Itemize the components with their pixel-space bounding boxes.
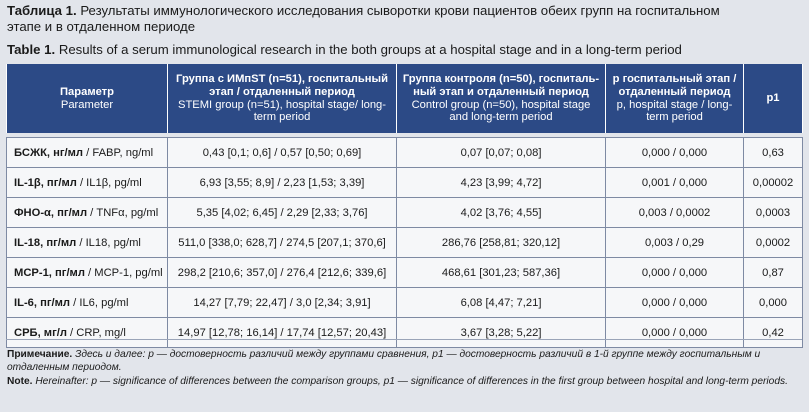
cell-stemi: 14,27 [7,79; 22,47] / 3,0 [2,34; 3,91] [167, 287, 397, 318]
cell-p: 0,003 / 0,29 [605, 227, 744, 258]
cell-control: 4,23 [3,99; 4,72] [396, 167, 606, 198]
cell-control: 3,67 [3,28; 5,22] [396, 317, 606, 348]
cell-stemi: 5,35 [4,02; 6,45] / 2,29 [2,33; 3,76] [167, 197, 397, 228]
table-row: MCP-1, пг/мл / MCP-1, pg/ml 298,2 [210,6… [6, 257, 803, 288]
col-header-control: Группа контроля (n=50), госпиталь-ный эт… [396, 64, 606, 133]
note-en: Note. Hereinafter: p — significance of d… [7, 375, 799, 388]
cell-p1: 0,42 [743, 317, 803, 348]
cell-p1: 0,87 [743, 257, 803, 288]
table-row: IL-18, пг/мл / IL18, pg/ml 511,0 [338,0;… [6, 227, 803, 258]
cell-control: 286,76 [258,81; 320,12] [396, 227, 606, 258]
cell-control: 6,08 [4,47; 7,21] [396, 287, 606, 318]
results-table: Параметр Parameter Группа с ИМпST (n=51),… [6, 64, 803, 348]
caption-ru: Таблица 1. Результаты иммунологического … [7, 3, 720, 19]
table-row: ФНО-α, пг/мл / TNFα, pg/ml 5,35 [4,02; 6… [6, 197, 803, 228]
cell-parameter: IL-1β, пг/мл / IL1β, pg/ml [6, 167, 168, 198]
table-row: БСЖК, нг/мл / FABP, ng/ml 0,43 [0,1; 0,6… [6, 137, 803, 168]
note-en-label: Note. [7, 376, 33, 387]
notes-divider [6, 339, 802, 340]
cell-p: 0,001 / 0,000 [605, 167, 744, 198]
cell-p1: 0,00002 [743, 167, 803, 198]
cell-p: 0,000 / 0,000 [605, 257, 744, 288]
cell-p1: 0,63 [743, 137, 803, 168]
table-row: IL-6, пг/мл / IL6, pg/ml 14,27 [7,79; 22… [6, 287, 803, 318]
caption-ru-label: Таблица 1. [7, 3, 77, 18]
table-header-row: Параметр Parameter Группа с ИМпST (n=51),… [6, 64, 803, 133]
col-header-p: p госпитальный этап / отдаленный период p… [605, 64, 744, 133]
cell-p1: 0,0003 [743, 197, 803, 228]
cell-control: 4,02 [3,76; 4,55] [396, 197, 606, 228]
col-header-parameter: Параметр Parameter [6, 64, 168, 133]
cell-parameter: IL-18, пг/мл / IL18, pg/ml [6, 227, 168, 258]
cell-parameter: БСЖК, нг/мл / FABP, ng/ml [6, 137, 168, 168]
cell-p1: 0,000 [743, 287, 803, 318]
cell-p: 0,003 / 0,0002 [605, 197, 744, 228]
note-ru: Примечание. Здесь и далее: p — достоверн… [7, 348, 799, 374]
cell-stemi: 511,0 [338,0; 628,7] / 274,5 [207,1; 370… [167, 227, 397, 258]
table-row: IL-1β, пг/мл / IL1β, pg/ml 6,93 [3,55; 8… [6, 167, 803, 198]
caption-ru-line2: этапе и в отдаленном периоде [7, 19, 196, 34]
table-row: СРБ, мг/л / CRP, mg/l 14,97 [12,78; 16,1… [6, 317, 803, 348]
cell-control: 0,07 [0,07; 0,08] [396, 137, 606, 168]
cell-p1: 0,0002 [743, 227, 803, 258]
cell-parameter: IL-6, пг/мл / IL6, pg/ml [6, 287, 168, 318]
cell-stemi: 14,97 [12,78; 16,14] / 17,74 [12,57; 20,… [167, 317, 397, 348]
note-ru-label: Примечание. [7, 349, 73, 360]
caption-en: Table 1. Results of a serum immunologica… [7, 42, 682, 58]
cell-parameter: СРБ, мг/л / CRP, mg/l [6, 317, 168, 348]
caption-en-text: Results of a serum immunological researc… [58, 42, 682, 57]
cell-stemi: 0,43 [0,1; 0,6] / 0,57 [0,50; 0,69] [167, 137, 397, 168]
caption-en-label: Table 1. [7, 42, 56, 57]
cell-stemi: 298,2 [210,6; 357,0] / 276,4 [212,6; 339… [167, 257, 397, 288]
cell-p: 0,000 / 0,000 [605, 137, 744, 168]
cell-control: 468,61 [301,23; 587,36] [396, 257, 606, 288]
note-en-text: Hereinafter: p — significance of differe… [35, 376, 788, 387]
cell-p: 0,000 / 0,000 [605, 287, 744, 318]
cell-stemi: 6,93 [3,55; 8,9] / 2,23 [1,53; 3,39] [167, 167, 397, 198]
col-header-stemi: Группа с ИМпST (n=51), госпитальный этап… [167, 64, 397, 133]
cell-p: 0,000 / 0,000 [605, 317, 744, 348]
cell-parameter: ФНО-α, пг/мл / TNFα, pg/ml [6, 197, 168, 228]
cell-parameter: MCP-1, пг/мл / MCP-1, pg/ml [6, 257, 168, 288]
caption-ru-text-line1: Результаты иммунологического исследовани… [80, 3, 720, 18]
col-header-p1: p1 [743, 64, 803, 133]
note-ru-text: Здесь и далее: p — достоверность различи… [7, 349, 761, 373]
